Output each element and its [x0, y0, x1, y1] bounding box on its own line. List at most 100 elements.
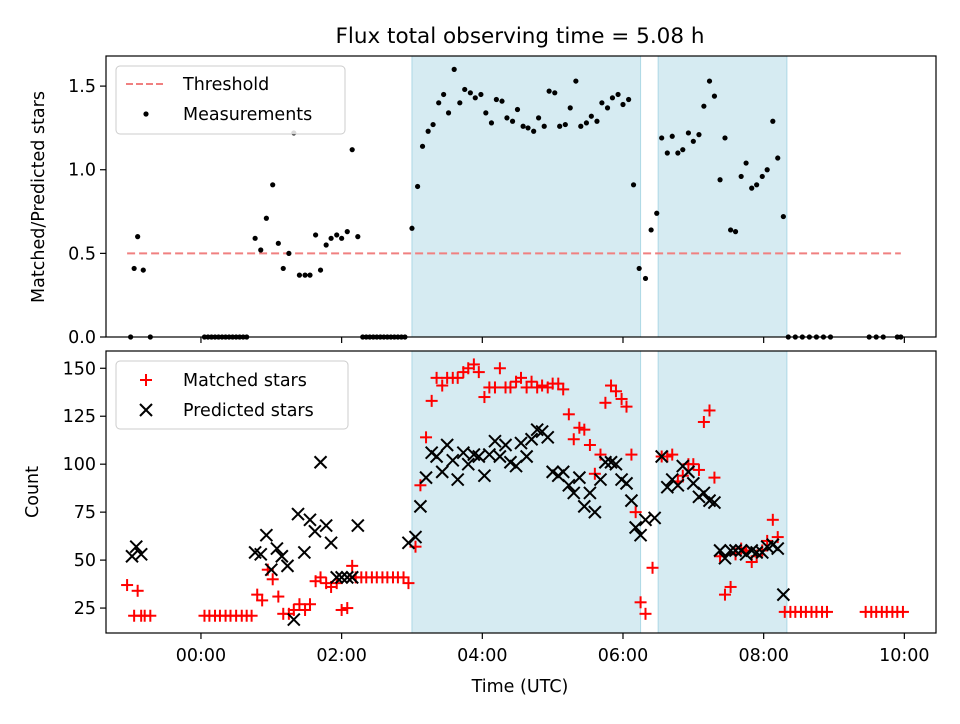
matched-star-marker [436, 379, 449, 392]
measurement-point [339, 235, 345, 241]
matched-star-marker [620, 400, 633, 413]
measurement-point [131, 265, 137, 272]
matched-star-marker [666, 448, 679, 461]
predicted-star-marker [334, 570, 349, 585]
predicted-star-marker [771, 541, 785, 556]
matched-star-marker [335, 603, 348, 616]
predicted-star-marker [456, 445, 471, 460]
predicted-star-marker [593, 472, 608, 487]
matched-star-marker [708, 471, 721, 484]
matched-star-marker [583, 439, 596, 451]
measurement-point [636, 265, 642, 272]
observing-window-shades [411, 55, 788, 338]
predicted-star-marker [287, 612, 301, 627]
predicted-star-marker [583, 486, 597, 500]
measurement-point [355, 234, 361, 240]
x-tick-label: 00:00 [176, 646, 226, 666]
measurement-point [280, 265, 286, 272]
bottom-legend: Matched stars Predicted stars [115, 360, 349, 430]
measurement-point [525, 125, 531, 131]
predicted-star-marker [697, 486, 711, 500]
measurement-point [732, 229, 739, 235]
predicted-star-marker [270, 541, 284, 556]
predicted-star-marker [134, 547, 148, 562]
predicted-star-marker [435, 465, 449, 479]
predicted-star-marker [446, 453, 460, 468]
matched-star-marker [639, 607, 652, 620]
measurement-point [728, 227, 734, 233]
bottom-y-ticks: 25 50 75 100 125 150 [63, 359, 106, 619]
predicted-star-marker [413, 499, 428, 514]
matched-star-marker [478, 391, 491, 404]
top-legend: Threshold Measurements [115, 65, 346, 135]
measurement-point [467, 90, 473, 96]
matched-star-marker [472, 366, 485, 379]
measurement-point [409, 225, 415, 231]
bottom-x-ticks: 00:00 02:00 04:00 06:00 08:00 10:00 [176, 633, 930, 666]
measurement-point [445, 110, 452, 116]
matched-star-marker [341, 602, 354, 615]
matched-stars-legend-label: Matched stars [183, 371, 307, 391]
predicted-star-marker [330, 570, 344, 585]
measurement-point [135, 234, 141, 240]
matched-star-marker [697, 415, 710, 428]
matched-star-marker [615, 392, 628, 405]
measurement-point [483, 110, 489, 116]
predicted-star-marker [739, 547, 753, 562]
predicted-star-marker [633, 528, 648, 542]
predicted-star-marker [303, 513, 317, 527]
bottom-axes-frame [105, 350, 937, 634]
matched-star-marker [525, 375, 538, 388]
bottom-y-axis-label: Count [23, 466, 43, 518]
matched-star-marker [488, 381, 501, 394]
x-tick-label: 04:00 [457, 646, 507, 666]
matched-star-marker [703, 404, 716, 417]
matched-star-marker [287, 603, 300, 616]
predicted-star-marker [254, 547, 268, 562]
predicted-star-marker [308, 524, 322, 539]
matched-star-marker [314, 571, 327, 584]
measurement-point [578, 123, 584, 129]
measurements-legend-swatch [143, 111, 149, 117]
measurement-point [520, 123, 526, 129]
matched-star-marker [451, 371, 464, 384]
predicted-star-marker [280, 559, 295, 573]
matched-star-marker [266, 573, 279, 586]
predicted-star-marker [408, 530, 423, 544]
predicted-star-marker [723, 543, 738, 558]
predicted-star-marker [129, 539, 143, 554]
x-tick-label: 10:00 [879, 646, 929, 666]
top-y-ticks: 0.0 0.5 1.0 1.5 [68, 77, 106, 348]
predicted-star-marker [461, 457, 475, 471]
measurement-point [541, 123, 547, 129]
y-tick-label: 0.0 [68, 328, 96, 348]
predicted-star-marker [713, 543, 727, 558]
measurement-point [419, 143, 426, 149]
predicted-star-marker [340, 570, 354, 585]
matched-star-marker [634, 596, 647, 609]
predicted-star-marker [297, 545, 312, 560]
predicted-star-marker [728, 543, 743, 558]
predicted-star-marker [493, 449, 507, 464]
matched-star-marker [467, 358, 480, 371]
predicted-star-marker [541, 430, 555, 445]
predicted-star-marker [264, 562, 279, 577]
matched-star-marker [425, 394, 438, 407]
matched-star-marker [272, 590, 285, 603]
predicted-star-marker [524, 432, 539, 446]
predicted-star-marker [660, 480, 675, 494]
measurement-point [780, 213, 786, 220]
observing-window-1 [411, 55, 642, 338]
measurement-point [514, 106, 521, 113]
matched-star-marker [402, 577, 415, 590]
measurement-point [493, 96, 499, 103]
measurement-point [690, 138, 696, 144]
predicted-star-marker [749, 545, 764, 560]
y-tick-label: 125 [63, 407, 96, 427]
y-tick-label: 0.5 [68, 244, 96, 264]
matched-star-marker [625, 448, 638, 461]
top-legend-box [115, 65, 346, 135]
measurement-point [775, 155, 781, 161]
predicted-star-marker [509, 459, 523, 473]
